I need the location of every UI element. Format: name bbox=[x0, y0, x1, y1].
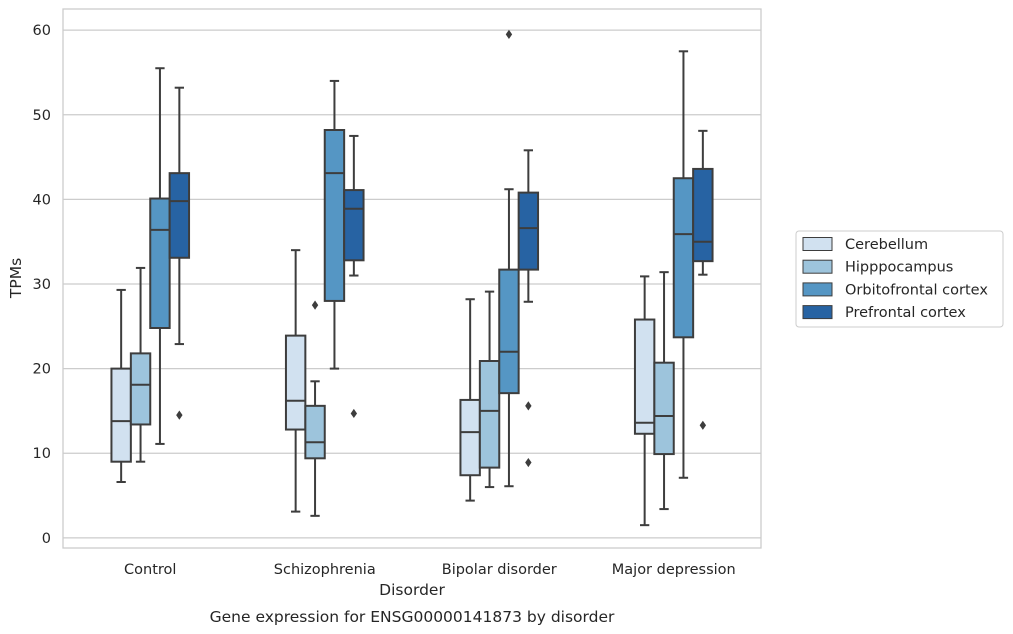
box-group bbox=[653, 271, 675, 511]
box-group bbox=[323, 79, 346, 370]
box-group bbox=[692, 129, 714, 430]
y-tick-label: 0 bbox=[42, 531, 51, 547]
x-axis-title: Disorder bbox=[379, 581, 445, 599]
outlier-marker bbox=[699, 420, 707, 430]
box bbox=[149, 197, 171, 329]
y-tick-label: 60 bbox=[33, 23, 51, 39]
box bbox=[672, 177, 695, 339]
outlier-marker bbox=[350, 408, 358, 419]
y-tick-label: 10 bbox=[33, 446, 51, 462]
box bbox=[304, 404, 326, 460]
chart-caption: Gene expression for ENSG00000141873 by d… bbox=[210, 608, 615, 626]
outlier-marker bbox=[311, 300, 319, 310]
box bbox=[459, 398, 481, 477]
box bbox=[653, 361, 675, 456]
y-tick-label: 50 bbox=[33, 108, 51, 124]
box bbox=[284, 334, 307, 431]
boxes bbox=[110, 29, 714, 527]
x-axis-ticks: Control Schizophrenia Bipolar disorder Majo… bbox=[124, 562, 736, 578]
outlier-marker bbox=[525, 457, 532, 468]
box-group bbox=[343, 134, 365, 419]
box-group bbox=[110, 288, 132, 483]
box-group bbox=[498, 29, 520, 488]
box-group bbox=[284, 249, 307, 513]
legend-swatch bbox=[802, 237, 833, 251]
legend-swatch bbox=[802, 282, 833, 297]
box-group bbox=[672, 50, 695, 479]
legend-swatch bbox=[802, 259, 833, 274]
y-tick-label: 40 bbox=[33, 192, 51, 208]
box bbox=[323, 129, 346, 302]
box-group bbox=[478, 290, 501, 489]
box-group bbox=[129, 266, 152, 463]
box-group bbox=[304, 300, 326, 517]
x-tick-label: Control bbox=[124, 562, 176, 578]
box bbox=[692, 167, 714, 263]
box bbox=[343, 189, 365, 262]
legend-label: Hipppocampus bbox=[845, 260, 953, 276]
legend-label: Prefrontal cortex bbox=[845, 305, 966, 321]
legend-label: Cerebellum bbox=[845, 237, 928, 253]
box bbox=[110, 367, 132, 463]
outlier-marker bbox=[176, 410, 183, 420]
box bbox=[168, 172, 191, 259]
box-group bbox=[517, 149, 540, 468]
box-group bbox=[633, 275, 656, 527]
legend-frame bbox=[795, 230, 1004, 328]
y-axis-title: TPMs bbox=[7, 258, 25, 299]
box bbox=[129, 352, 152, 426]
legend-swatch bbox=[802, 305, 833, 320]
x-tick-label: Bipolar disorder bbox=[442, 562, 557, 578]
x-tick-label: Schizophrenia bbox=[274, 562, 376, 578]
y-axis-ticks: 0 10 20 30 40 50 60 bbox=[33, 23, 51, 547]
x-tick-label: Major depression bbox=[612, 562, 736, 578]
box bbox=[498, 268, 520, 395]
y-tick-label: 20 bbox=[33, 362, 51, 378]
box bbox=[478, 360, 501, 469]
outlier-marker bbox=[525, 401, 532, 411]
box bbox=[633, 318, 656, 435]
outlier-marker bbox=[505, 29, 513, 39]
box-group bbox=[168, 86, 191, 420]
box-group bbox=[149, 67, 171, 445]
y-tick-label: 30 bbox=[33, 277, 51, 293]
plot-area-frame bbox=[62, 8, 762, 549]
box-group bbox=[459, 298, 481, 502]
box bbox=[517, 191, 540, 271]
legend-label: Orbitofrontal cortex bbox=[845, 282, 988, 298]
legend: Cerebellum Hipppocampus Orbitofrontal cort… bbox=[795, 230, 1004, 328]
